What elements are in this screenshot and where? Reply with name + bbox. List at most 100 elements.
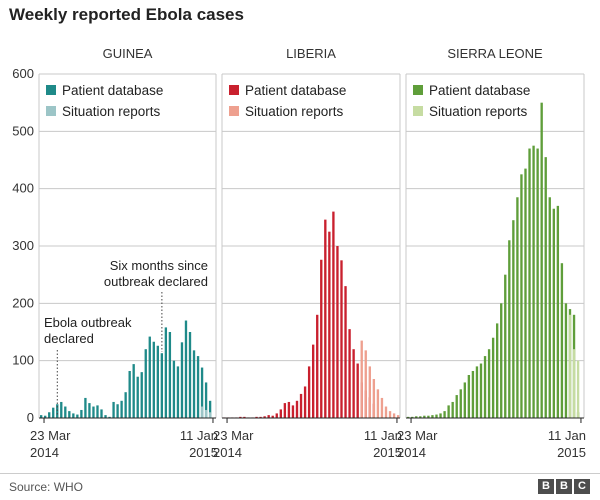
liberia-bar-sr-week-39 xyxy=(380,397,384,418)
guinea-bar-sr-week-42 xyxy=(208,412,212,418)
guinea-x-tick-year-1: 2015 xyxy=(189,445,218,460)
guinea-x-tick-year-0: 2014 xyxy=(30,445,59,460)
liberia-panel-title: LIBERIA xyxy=(286,46,336,61)
liberia-bar-db-week-25 xyxy=(324,219,327,418)
liberia-bar-sr-week-35 xyxy=(364,350,367,418)
sierra-leone-bar-db-week-6 xyxy=(431,415,434,418)
sierra-leone-x-tick-label-1: 11 Jan xyxy=(548,428,586,443)
sierra-leone-bar-db-week-22 xyxy=(496,323,499,418)
sierra-leone-bar-db-week-21 xyxy=(491,337,495,418)
bbc-logo-letter-c: C xyxy=(574,479,590,494)
guinea-bar-db-week-30 xyxy=(160,353,164,418)
sierra-leone-legend-swatch-1 xyxy=(413,106,423,116)
sierra-leone-bar-db-week-16 xyxy=(471,370,475,418)
liberia-x-tick-label-1: 11 Jan xyxy=(364,428,402,443)
guinea-bar-db-week-29 xyxy=(156,345,159,418)
guinea-bar-db-week-41 xyxy=(204,382,208,418)
guinea-legend-swatch-0 xyxy=(46,85,56,95)
guinea-bar-db-week-31 xyxy=(164,327,168,418)
liberia-legend-swatch-1 xyxy=(229,106,239,116)
guinea-legend-label-0: Patient database xyxy=(62,83,163,98)
sierra-leone-bar-db-week-8 xyxy=(439,413,442,418)
guinea-bar-db-week-27 xyxy=(148,336,151,418)
liberia-bar-db-week-31 xyxy=(348,329,351,418)
sierra-leone-bar-db-week-9 xyxy=(443,411,446,418)
guinea-bar-db-week-12 xyxy=(88,403,91,418)
sierra-leone-bar-db-week-26 xyxy=(512,220,515,418)
guinea-bar-db-week-3 xyxy=(52,407,55,418)
guinea-bar-db-week-22 xyxy=(128,370,131,418)
guinea-bar-db-week-38 xyxy=(192,350,196,418)
sierra-leone-bar-db-week-11 xyxy=(451,401,454,418)
sierra-leone-bar-db-week-4 xyxy=(423,415,426,418)
liberia-bar-db-week-30 xyxy=(344,286,347,418)
bbc-logo-letter-b2: B xyxy=(556,479,572,494)
guinea-bar-db-week-36 xyxy=(184,320,188,418)
liberia-bar-db-week-20 xyxy=(303,386,307,418)
sierra-leone-bar-db-week-19 xyxy=(483,356,487,418)
liberia-bar-db-week-17 xyxy=(291,405,295,418)
sierra-leone-bar-db-week-38 xyxy=(560,263,564,418)
y-tick-label-400: 400 xyxy=(12,181,34,196)
liberia-x-tick-year-0: 2014 xyxy=(213,445,242,460)
y-tick-label-300: 300 xyxy=(12,238,34,253)
sierra-leone-bar-db-week-1 xyxy=(411,416,414,418)
sierra-leone-bar-sr-week-42 xyxy=(576,360,580,418)
annotation-outbreak-line-1: Ebola outbreak xyxy=(44,315,132,330)
annotation-six-months-line-1: Six months since xyxy=(110,258,208,273)
sierra-leone-bar-db-week-13 xyxy=(459,389,462,418)
guinea-bar-db-week-37 xyxy=(188,332,192,418)
guinea-bar-db-week-20 xyxy=(120,400,123,418)
guinea-bar-db-week-40 xyxy=(200,367,204,418)
guinea-bar-db-week-23 xyxy=(132,364,135,418)
guinea-x-tick-label-1: 11 Jan xyxy=(180,428,218,443)
liberia-bar-db-week-24 xyxy=(320,259,323,418)
guinea-bar-db-week-25 xyxy=(140,372,143,418)
guinea-bar-db-week-5 xyxy=(60,401,63,418)
guinea-bar-db-week-1 xyxy=(44,415,47,418)
sierra-leone-bar-db-week-39 xyxy=(564,303,568,418)
sierra-leone-bar-db-week-30 xyxy=(528,148,531,418)
guinea-bar-db-week-11 xyxy=(84,397,87,418)
liberia-bar-db-week-28 xyxy=(336,246,339,418)
sierra-leone-bar-db-week-32 xyxy=(536,148,539,418)
sierra-leone-x-tick-label-0: 23 Mar xyxy=(397,428,438,443)
liberia-bar-db-week-15 xyxy=(283,403,287,418)
source-note: Source: WHO xyxy=(9,480,84,494)
sierra-leone-bar-db-week-27 xyxy=(516,197,519,418)
sierra-leone-bar-db-week-0 xyxy=(407,416,410,418)
guinea-bar-db-week-2 xyxy=(48,412,51,418)
bbc-logo-letter-b1: B xyxy=(538,479,554,494)
sierra-leone-bar-db-week-12 xyxy=(455,395,458,418)
guinea-bar-db-week-26 xyxy=(144,349,147,418)
guinea-bar-db-week-15 xyxy=(100,409,103,418)
liberia-bar-sr-week-37 xyxy=(372,379,376,418)
liberia-bar-db-week-8 xyxy=(255,416,258,418)
liberia-bar-db-week-11 xyxy=(267,415,270,418)
sierra-leone-legend-label-0: Patient database xyxy=(429,83,530,98)
sierra-leone-bar-db-week-25 xyxy=(508,240,511,418)
liberia-bar-db-week-29 xyxy=(340,260,343,418)
guinea-bar-db-week-4 xyxy=(56,404,59,418)
guinea-bar-db-week-42 xyxy=(208,400,212,418)
y-tick-label-0: 0 xyxy=(27,410,34,425)
sierra-leone-bar-db-week-20 xyxy=(487,349,491,418)
sierra-leone-bar-sr-week-41 xyxy=(572,349,576,418)
liberia-bar-sr-week-40 xyxy=(384,406,388,418)
sierra-leone-bar-db-week-15 xyxy=(467,375,471,418)
sierra-leone-legend-swatch-0 xyxy=(413,85,423,95)
liberia-bar-db-week-27 xyxy=(332,211,335,418)
liberia-bar-db-week-23 xyxy=(316,314,319,418)
liberia-bar-sr-week-42 xyxy=(392,413,396,418)
liberia-legend-swatch-0 xyxy=(229,85,239,95)
liberia-bar-sr-week-36 xyxy=(368,366,371,418)
liberia-bar-db-week-19 xyxy=(299,393,303,418)
liberia-bar-db-week-5 xyxy=(243,416,246,418)
liberia-bar-db-week-26 xyxy=(328,231,331,418)
guinea-bar-db-week-35 xyxy=(180,342,184,418)
sierra-leone-x-tick-year-1: 2015 xyxy=(557,445,586,460)
sierra-leone-bar-db-week-2 xyxy=(415,416,418,418)
guinea-bar-db-week-14 xyxy=(96,405,99,418)
y-tick-label-500: 500 xyxy=(12,123,34,138)
sierra-leone-bar-db-week-10 xyxy=(447,405,450,418)
